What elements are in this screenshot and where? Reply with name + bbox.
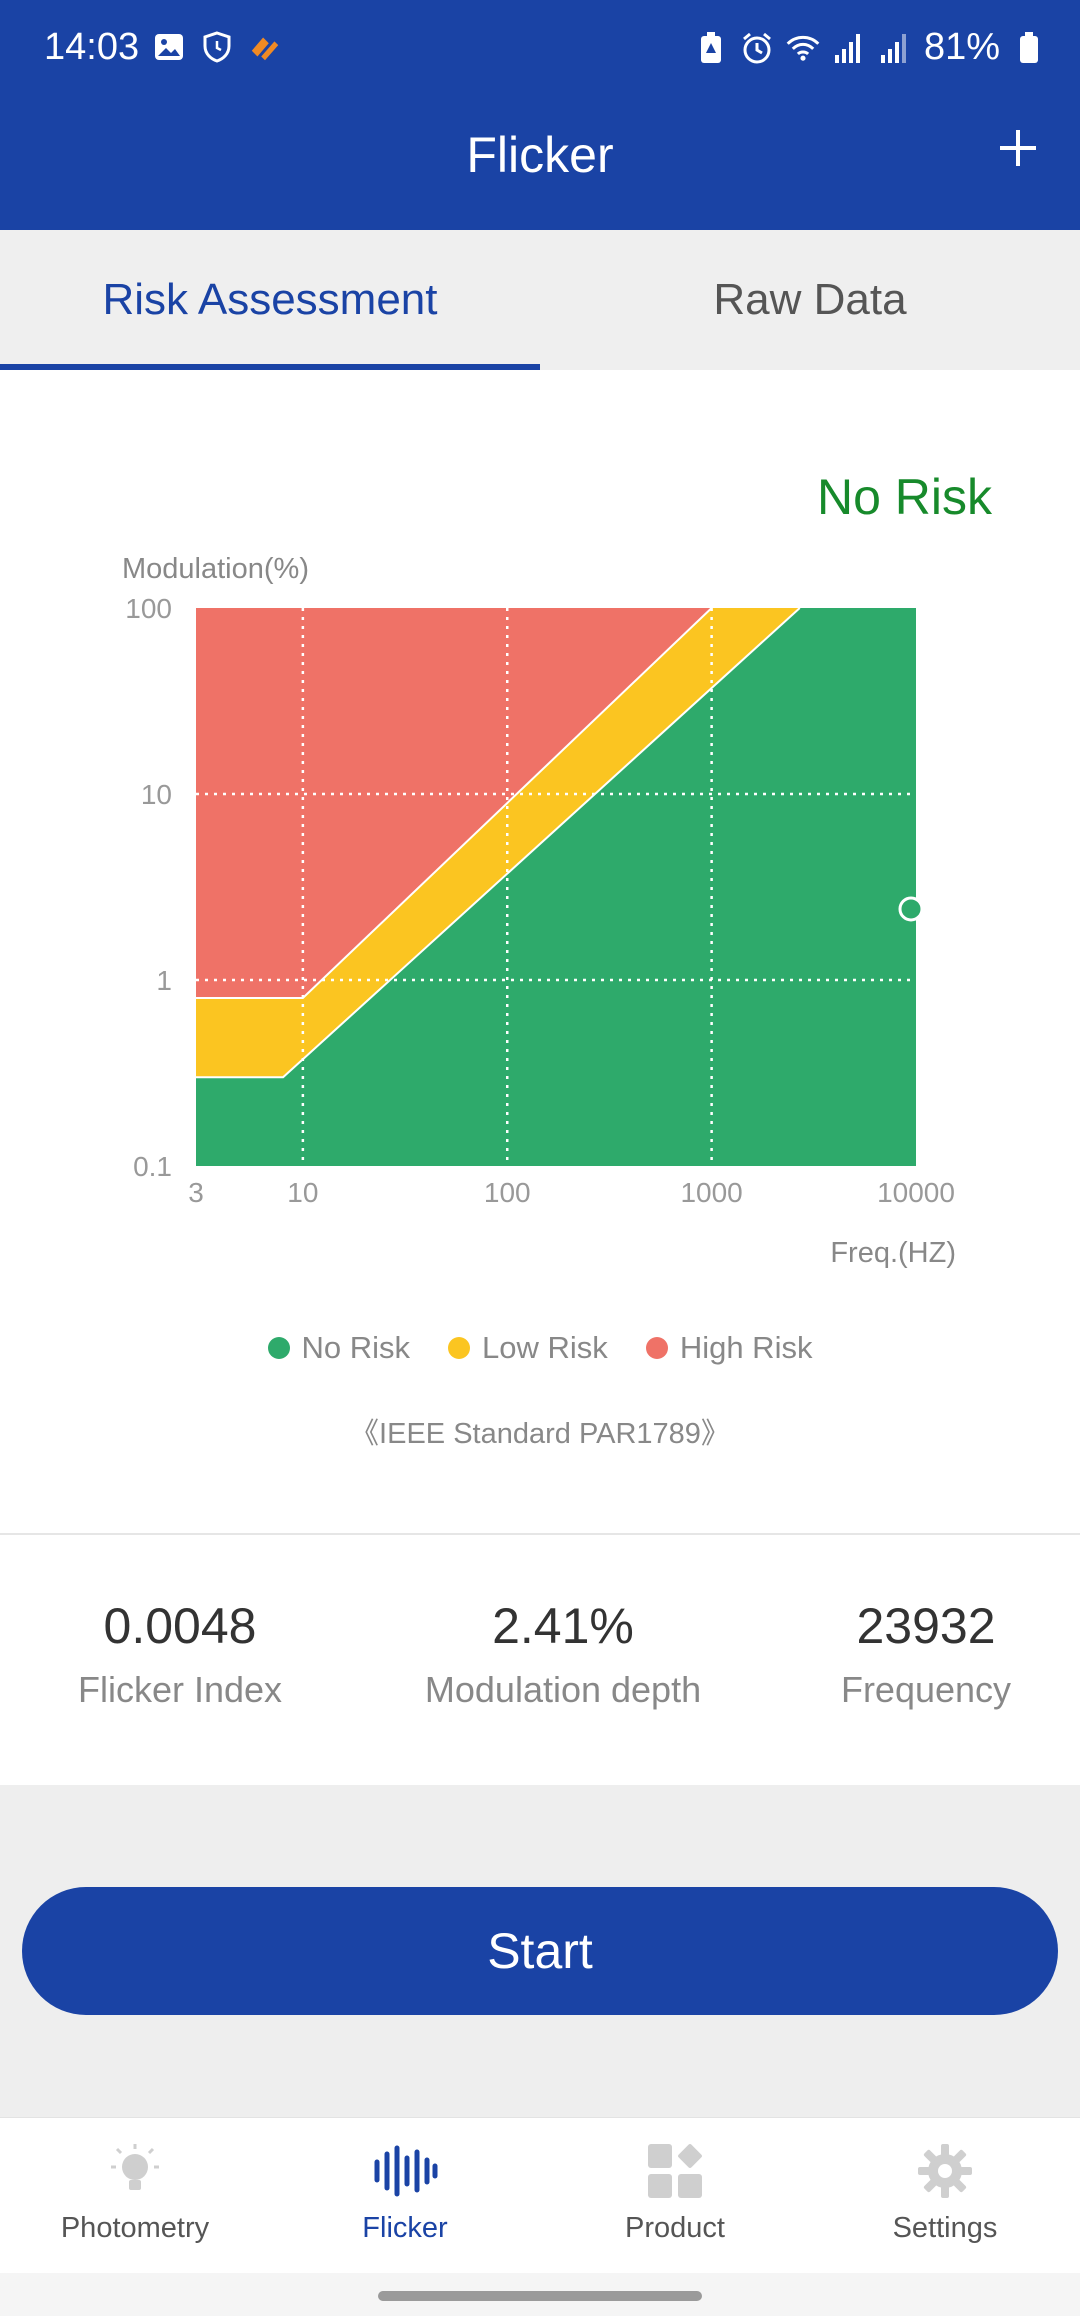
status-left-icons (152, 30, 282, 64)
grid-icon (640, 2136, 710, 2206)
chart-legend: No Risk Low Risk High Risk (0, 1330, 1080, 1366)
metric-flicker-index: 0.0048 Flicker Index (0, 1597, 360, 1711)
no-risk-boundary (196, 607, 801, 1079)
y-tick-label: 0.1 (133, 1151, 172, 1182)
nav-item-settings[interactable]: Settings (810, 2136, 1080, 2245)
legend-dot (645, 1337, 668, 1359)
app-notification-icon (248, 30, 282, 64)
legend-label: No Risk (301, 1330, 411, 1365)
gear-icon (910, 2136, 980, 2206)
y-tick-label: 100 (125, 593, 172, 624)
nav-label: Photometry (60, 2212, 210, 2244)
app-bar: Flicker (0, 96, 1080, 230)
measurement-point (898, 896, 924, 922)
start-button[interactable]: Start (22, 1887, 1058, 2015)
bulb-icon (100, 2136, 170, 2206)
action-area: Start (0, 1785, 1080, 2117)
legend-label: Low Risk (482, 1330, 608, 1365)
tab-bar: Risk Assessment Raw Data (0, 230, 1080, 370)
nav-item-product[interactable]: Product (540, 2136, 810, 2245)
standard-reference: 《IEEE Standard PAR1789》 (350, 1418, 730, 1450)
legend-dot (267, 1337, 290, 1359)
status-right: 81% (694, 26, 1046, 69)
add-button[interactable] (990, 122, 1046, 178)
status-bar: 14:03 81% (0, 0, 1080, 96)
metric-label: Frequency (840, 1669, 1012, 1710)
nav-label: Settings (892, 2212, 998, 2244)
home-indicator[interactable] (378, 2291, 702, 2301)
metric-modulation-depth: 2.41% Modulation depth (383, 1597, 743, 1711)
no-risk-region (196, 608, 916, 1166)
risk-chart-card: No Risk Modulation(%) 100 10 1 0.1 3 10 100 1000… (0, 370, 1080, 1535)
metrics-panel: 0.0048 Flicker Index 2.41% Modulation de… (0, 1537, 1080, 1785)
battery-saver-icon (694, 31, 728, 65)
plus-icon (996, 126, 1040, 175)
nav-label: Product (625, 2212, 725, 2244)
x-tick-label: 3 (188, 1177, 204, 1208)
tab-indicator (0, 364, 540, 370)
nav-label: Flicker (362, 2212, 448, 2244)
legend-label: High Risk (679, 1330, 813, 1365)
system-nav-area (0, 2273, 1080, 2316)
x-tick-label: 10 (287, 1177, 318, 1208)
wifi-icon (786, 31, 820, 65)
metric-value: 2.41% (492, 1598, 634, 1654)
legend-item-high-risk: High Risk (645, 1330, 813, 1366)
metric-label: Flicker Index (77, 1669, 283, 1710)
legend-item-no-risk: No Risk (267, 1330, 411, 1366)
waveform-icon (370, 2136, 440, 2206)
metric-label: Modulation depth (424, 1669, 702, 1710)
metric-value: 0.0048 (103, 1598, 257, 1654)
x-tick-label: 10000 (877, 1177, 955, 1208)
tab-raw-data[interactable]: Raw Data (713, 275, 907, 324)
page-title: Flicker (466, 127, 614, 183)
legend-dot (448, 1337, 471, 1359)
battery-percent: 81% (923, 26, 1000, 68)
nav-item-photometry[interactable]: Photometry (0, 2136, 270, 2245)
y-tick-label: 1 (156, 965, 172, 996)
x-tick-label: 100 (484, 1177, 531, 1208)
metric-value: 23932 (856, 1598, 996, 1654)
tab-risk-assessment[interactable]: Risk Assessment (102, 275, 438, 324)
nav-item-flicker[interactable]: Flicker (270, 2136, 540, 2245)
alarm-icon (740, 31, 774, 65)
status-time: 14:03 (44, 26, 140, 68)
bottom-nav: Photometry Flicker Product Settings (0, 2117, 1080, 2273)
y-tick-label: 10 (141, 779, 172, 810)
shield-icon (200, 30, 234, 64)
legend-item-low-risk: Low Risk (448, 1330, 608, 1366)
low-risk-boundary (196, 607, 713, 1000)
metric-frequency: 23932 Frequency (746, 1597, 1080, 1711)
flicker-risk-chart: Modulation(%) 100 10 1 0.1 3 10 100 1000 10000 Fre… (122, 553, 956, 1269)
battery-icon (1012, 31, 1046, 65)
risk-result: No Risk (816, 469, 992, 525)
gallery-icon (152, 30, 186, 64)
signal-icon (878, 31, 912, 65)
signal-icon (832, 31, 866, 65)
x-axis-title: Freq.(HZ) (830, 1237, 956, 1269)
x-tick-label: 1000 (680, 1177, 742, 1208)
y-axis-title: Modulation(%) (122, 553, 309, 585)
